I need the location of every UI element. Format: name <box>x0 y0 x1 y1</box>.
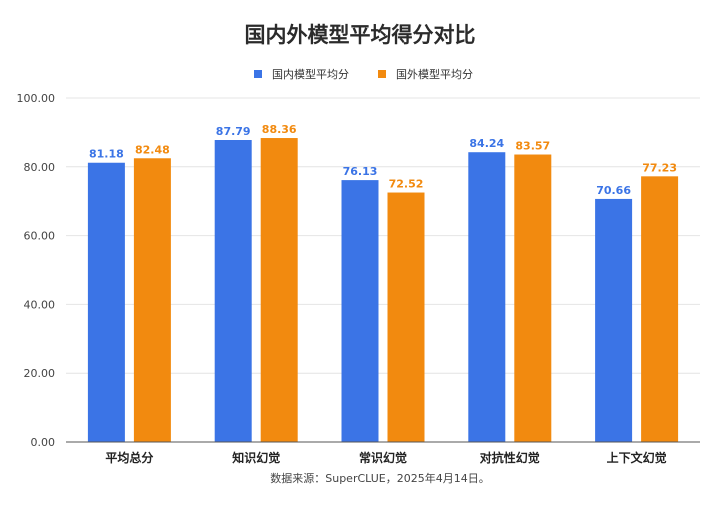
data-label: 70.66 <box>596 184 631 197</box>
data-label: 88.36 <box>262 123 297 136</box>
bar <box>341 180 379 442</box>
data-label: 82.48 <box>135 143 170 156</box>
data-label: 72.52 <box>389 178 424 191</box>
data-label: 81.18 <box>89 148 124 161</box>
legend-swatch-domestic <box>254 70 262 78</box>
legend: 国内模型平均分 国外模型平均分 <box>254 67 473 81</box>
x-tick-label: 常识幻觉 <box>359 450 407 465</box>
x-tick-label: 对抗性幻觉 <box>480 450 540 465</box>
y-tick-label: 100.00 <box>17 92 56 105</box>
bars: 81.18 82.48 87.79 88.36 76.13 72.52 84.24 83.57… <box>87 123 679 443</box>
bar <box>214 140 252 443</box>
legend-label-domestic: 国内模型平均分 <box>272 67 349 81</box>
source-note: 数据来源：SuperCLUE，2025年4月14日。 <box>270 471 489 485</box>
bar <box>133 158 171 442</box>
x-tick-label: 平均总分 <box>105 450 153 465</box>
y-tick-label: 80.00 <box>24 161 56 174</box>
bar <box>595 198 633 442</box>
y-tick-label: 60.00 <box>24 230 56 243</box>
legend-label-foreign: 国外模型平均分 <box>396 67 473 81</box>
gridlines <box>66 97 700 374</box>
bar <box>387 192 425 442</box>
x-tick-label: 上下文幻觉 <box>607 450 667 465</box>
data-label: 84.24 <box>469 137 504 150</box>
y-axis: 0.00 20.00 40.00 60.00 80.00 100.00 <box>17 92 56 449</box>
y-tick-label: 40.00 <box>24 298 56 311</box>
chart-title: 国内外模型平均得分对比 <box>245 23 476 47</box>
bar <box>260 138 298 442</box>
data-label: 76.13 <box>343 165 378 178</box>
data-label: 83.57 <box>515 140 550 153</box>
bar <box>514 154 552 442</box>
bar <box>87 162 125 443</box>
x-axis: 平均总分 知识幻觉 常识幻觉 对抗性幻觉 上下文幻觉 <box>66 441 700 465</box>
x-tick-label: 知识幻觉 <box>231 450 280 465</box>
bar <box>641 176 679 442</box>
data-label: 77.23 <box>642 161 677 174</box>
data-label: 87.79 <box>216 125 251 138</box>
y-tick-label: 20.00 <box>24 367 56 380</box>
y-tick-label: 0.00 <box>31 436 56 449</box>
legend-swatch-foreign <box>378 70 386 78</box>
bar <box>468 152 506 442</box>
